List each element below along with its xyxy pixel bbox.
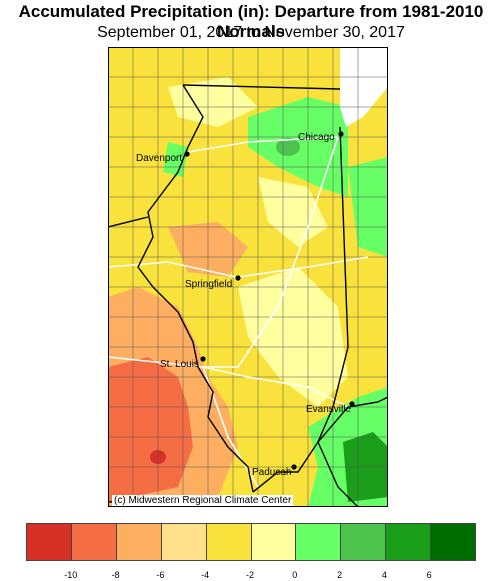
evansville-marker <box>349 401 355 407</box>
legend-swatch-3 <box>161 524 207 560</box>
city-label-chicago: Chicago <box>298 132 335 143</box>
legend-tick-label: 0 <box>292 570 298 580</box>
legend-swatch-8 <box>386 524 432 560</box>
map-canvas <box>108 47 388 507</box>
legend-tick-label: -8 <box>111 570 120 580</box>
paducah-marker <box>291 464 297 470</box>
legend-swatch-6 <box>296 524 342 560</box>
legend-swatch-2 <box>116 524 162 560</box>
city-label-evansville: Evansville <box>306 404 352 415</box>
legend-swatch-9 <box>431 524 476 560</box>
region-wetter-chicago <box>276 138 300 156</box>
city-label-st-louis: St. Louis <box>160 359 199 370</box>
map-border <box>108 47 388 507</box>
city-label-springfield: Springfield <box>185 279 233 290</box>
legend-tick-label: 2 <box>337 570 343 580</box>
davenport-marker <box>184 151 190 157</box>
legend-tick-label: -2 <box>245 570 255 580</box>
legend-tick-label: -4 <box>201 570 210 580</box>
legend-swatch-1 <box>71 524 117 560</box>
legend-swatch-0 <box>27 524 72 560</box>
region-near-normal-east <box>238 267 348 407</box>
st-louis-marker <box>200 356 206 362</box>
map-subtitle: September 01, 2017 to November 30, 2017 <box>97 24 405 41</box>
legend-swatch-7 <box>341 524 387 560</box>
chicago-marker <box>338 131 344 137</box>
region-near-normal-northeast <box>258 177 328 247</box>
region-wet-davenport <box>163 142 188 177</box>
legend-tick-label: 6 <box>426 570 432 580</box>
legend-tick-label: -6 <box>156 570 165 580</box>
city-label-paducah: Paducah <box>252 467 292 478</box>
map-credit: (c) Midwestern Regional Climate Center <box>112 495 294 506</box>
legend-tick-label: 4 <box>381 570 387 580</box>
precipitation-map: Chicago Davenport Springfield St. Louis … <box>108 47 388 507</box>
springfield-marker <box>235 275 241 281</box>
legend-swatch-5 <box>251 524 297 560</box>
legend-swatch-4 <box>206 524 252 560</box>
legend-tick-label: -10 <box>64 570 78 580</box>
city-label-davenport: Davenport <box>136 153 183 164</box>
region-very-dry-southwest <box>108 357 193 502</box>
region-near-normal-north <box>168 77 258 127</box>
legend-color-bar <box>26 523 476 561</box>
map-title: Accumulated Precipitation (in): Departur… <box>18 2 484 41</box>
